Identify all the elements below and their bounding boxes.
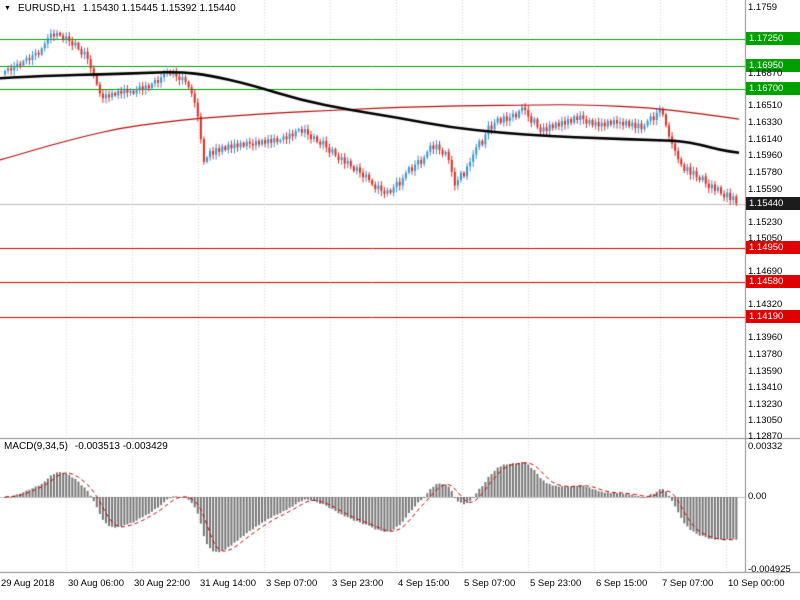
price-axis-label: 1.15230 — [748, 217, 783, 228]
time-axis-label: 31 Aug 14:00 — [200, 578, 256, 589]
macd-indicator-label: MACD(9,34,5) -0.003513 -0.003429 — [4, 441, 168, 452]
macd-name: MACD(9,34,5) — [4, 441, 68, 452]
macd-axis-label: 0.00 — [748, 491, 767, 502]
price-axis-label: 1.16700 — [746, 82, 800, 95]
price-axis-label: 1.16950 — [746, 59, 800, 72]
price-axis-label: 1.15050 — [748, 233, 783, 244]
time-axis-label: 5 Sep 23:00 — [530, 578, 582, 589]
price-axis-label: 1.13230 — [748, 399, 783, 410]
time-axis-label: 29 Aug 2018 — [1, 578, 55, 589]
macd-axis-label: 0.00332 — [748, 441, 783, 452]
price-axis-label: 1.14580 — [746, 275, 800, 288]
price-axis-label: 1.15440 — [746, 197, 800, 210]
ohlc-quote-values: 1.15430 1.15445 1.15392 1.15440 — [82, 3, 236, 14]
price-axis-label: 1.15960 — [748, 150, 783, 161]
price-axis-label: 1.13780 — [748, 349, 783, 360]
price-axis-label: 1.13590 — [748, 366, 783, 377]
price-axis-label: 1.14190 — [746, 310, 800, 323]
price-axis-label: 1.15590 — [748, 184, 783, 195]
price-axis-label: 1.15780 — [748, 167, 783, 178]
price-axis-label: 1.16330 — [748, 117, 783, 128]
price-axis-label: 1.12870 — [748, 431, 783, 442]
time-axis-label: 4 Sep 15:00 — [398, 578, 450, 589]
price-axis-label: 1.14690 — [748, 266, 783, 277]
triangle-down-icon[interactable]: ▼ — [4, 4, 11, 12]
time-axis-label: 7 Sep 07:00 — [662, 578, 714, 589]
price-axis-label: 1.13410 — [748, 382, 783, 393]
time-axis-label: 30 Aug 06:00 — [68, 578, 124, 589]
time-axis-label: 5 Sep 07:00 — [464, 578, 516, 589]
time-axis-label: 30 Aug 22:00 — [134, 578, 190, 589]
price-axis-label: 1.17250 — [746, 32, 800, 45]
macd-values: -0.003513 -0.003429 — [74, 441, 168, 452]
macd-axis-label: -0.004925 — [748, 564, 791, 575]
price-axis-label: 1.14320 — [748, 299, 783, 310]
price-axis-label: 1.14950 — [746, 241, 800, 254]
time-axis-label: 3 Sep 07:00 — [266, 578, 318, 589]
price-axis-label: 1.1759 — [748, 2, 778, 13]
price-axis-label: 1.16510 — [748, 100, 783, 111]
symbol-info: ▼ EURUSD,H1 1.15430 1.15445 1.15392 1.15… — [4, 3, 236, 14]
time-axis-label: 3 Sep 23:00 — [332, 578, 384, 589]
time-axis-label: 10 Sep 00:00 — [728, 578, 785, 589]
symbol-label: EURUSD,H1 — [17, 3, 76, 14]
price-axis-label: 1.13960 — [748, 332, 783, 343]
time-axis-label: 6 Sep 15:00 — [596, 578, 648, 589]
price-axis-label: 1.16870 — [748, 68, 783, 79]
price-axis-label: 1.13050 — [748, 415, 783, 426]
price-axis-label: 1.16140 — [748, 134, 783, 145]
